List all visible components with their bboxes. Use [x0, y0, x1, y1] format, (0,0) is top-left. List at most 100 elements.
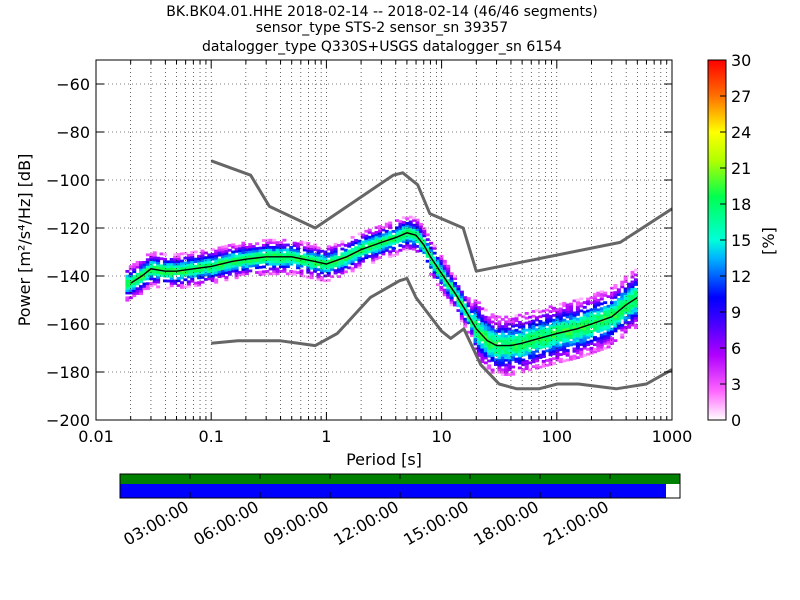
- psd-bin: [476, 306, 481, 309]
- psd-bin: [326, 274, 331, 277]
- psd-bin: [398, 232, 403, 235]
- psd-bin: [330, 268, 335, 271]
- psd-bin: [442, 267, 447, 270]
- psd-bin: [391, 242, 396, 245]
- psd-bin: [582, 317, 587, 321]
- psd-bin: [388, 240, 393, 244]
- psd-bin: [517, 320, 522, 324]
- psd-bin: [616, 319, 621, 323]
- psd-bin: [128, 296, 133, 300]
- psd-bin: [579, 316, 584, 320]
- psd-bin: [511, 372, 516, 376]
- psd-bin: [548, 336, 553, 340]
- psd-bin: [504, 339, 509, 343]
- psd-bin: [606, 345, 611, 349]
- psd-bin: [422, 248, 427, 252]
- psd-bin: [159, 252, 164, 256]
- psd-bin: [265, 241, 270, 244]
- psd-bin: [565, 358, 570, 362]
- psd-bin: [446, 269, 451, 273]
- psd-bin: [343, 260, 348, 264]
- psd-bin: [514, 360, 519, 363]
- psd-bin: [357, 266, 362, 269]
- psd-bin: [197, 257, 202, 261]
- psd-bin: [582, 337, 587, 340]
- psd-bin: [620, 285, 625, 289]
- psd-bin: [579, 309, 584, 313]
- psd-bin: [241, 246, 246, 250]
- psd-bin: [152, 272, 157, 276]
- psd-bin: [231, 255, 236, 259]
- psd-bin: [592, 328, 597, 332]
- psd-bin: [449, 279, 454, 283]
- psd-bin: [227, 253, 232, 257]
- psd-bin: [367, 255, 372, 258]
- psd-bin: [586, 340, 591, 344]
- psd-bin: [562, 345, 567, 348]
- psd-bin: [145, 287, 150, 290]
- psd-bin: [190, 255, 195, 259]
- psd-bin: [132, 265, 137, 269]
- psd-bin: [422, 229, 427, 233]
- psd-bin: [449, 303, 454, 307]
- psd-bin: [265, 260, 270, 264]
- psd-bin: [350, 243, 355, 246]
- psd-bin: [613, 315, 618, 318]
- psd-bin: [599, 328, 604, 332]
- psd-bin: [531, 310, 536, 313]
- psd-bin: [483, 327, 488, 331]
- psd-bin: [565, 308, 570, 312]
- psd-bin: [227, 244, 232, 247]
- psd-bin: [343, 248, 348, 252]
- psd-bin: [166, 260, 171, 264]
- psd-bin: [558, 321, 563, 325]
- psd-bin: [497, 320, 502, 324]
- psd-bin: [139, 263, 144, 267]
- psd-bin: [408, 237, 413, 241]
- psd-bin: [227, 248, 232, 252]
- psd-bin: [599, 345, 604, 349]
- psd-bin: [596, 349, 601, 353]
- psd-bin: [278, 265, 283, 268]
- psd-bin: [517, 330, 522, 334]
- psd-bin: [555, 351, 560, 355]
- psd-bin: [589, 349, 594, 353]
- psd-bin: [306, 261, 311, 265]
- psd-bin: [432, 251, 437, 255]
- psd-bin: [340, 259, 345, 263]
- psd-bin: [422, 246, 427, 250]
- psd-bin: [238, 271, 243, 274]
- psd-bin: [210, 255, 215, 259]
- psd-bin: [425, 233, 430, 237]
- psd-bin: [572, 340, 577, 344]
- psd-bin: [190, 279, 195, 283]
- psd-bin: [548, 305, 553, 309]
- psd-bin: [173, 272, 178, 276]
- psd-bin: [401, 225, 406, 229]
- psd-bin: [555, 322, 560, 326]
- psd-bin: [575, 301, 580, 304]
- psd-bin: [623, 306, 628, 310]
- psd-bin: [514, 319, 519, 323]
- psd-bin: [296, 247, 301, 251]
- psd-bin: [261, 253, 266, 257]
- psd-bin: [541, 328, 546, 332]
- psd-bin: [623, 316, 628, 320]
- psd-bin: [548, 331, 553, 335]
- psd-bin: [401, 216, 406, 220]
- psd-bin: [374, 257, 379, 261]
- psd-bin: [224, 247, 229, 251]
- psd-bin: [548, 358, 553, 361]
- psd-bin: [268, 241, 273, 244]
- psd-bin: [248, 252, 253, 256]
- psd-bin: [207, 277, 212, 281]
- psd-bin: [425, 255, 430, 258]
- psd-bin: [319, 278, 324, 282]
- psd-bin: [610, 330, 615, 333]
- psd-bin: [302, 246, 307, 250]
- psd-bin: [145, 263, 150, 266]
- title-line-1: BK.BK04.01.HHE 2018-02-14 -- 2018-02-14 …: [166, 4, 598, 20]
- psd-bin: [360, 235, 365, 239]
- psd-bin: [190, 265, 195, 269]
- psd-bin: [340, 240, 345, 244]
